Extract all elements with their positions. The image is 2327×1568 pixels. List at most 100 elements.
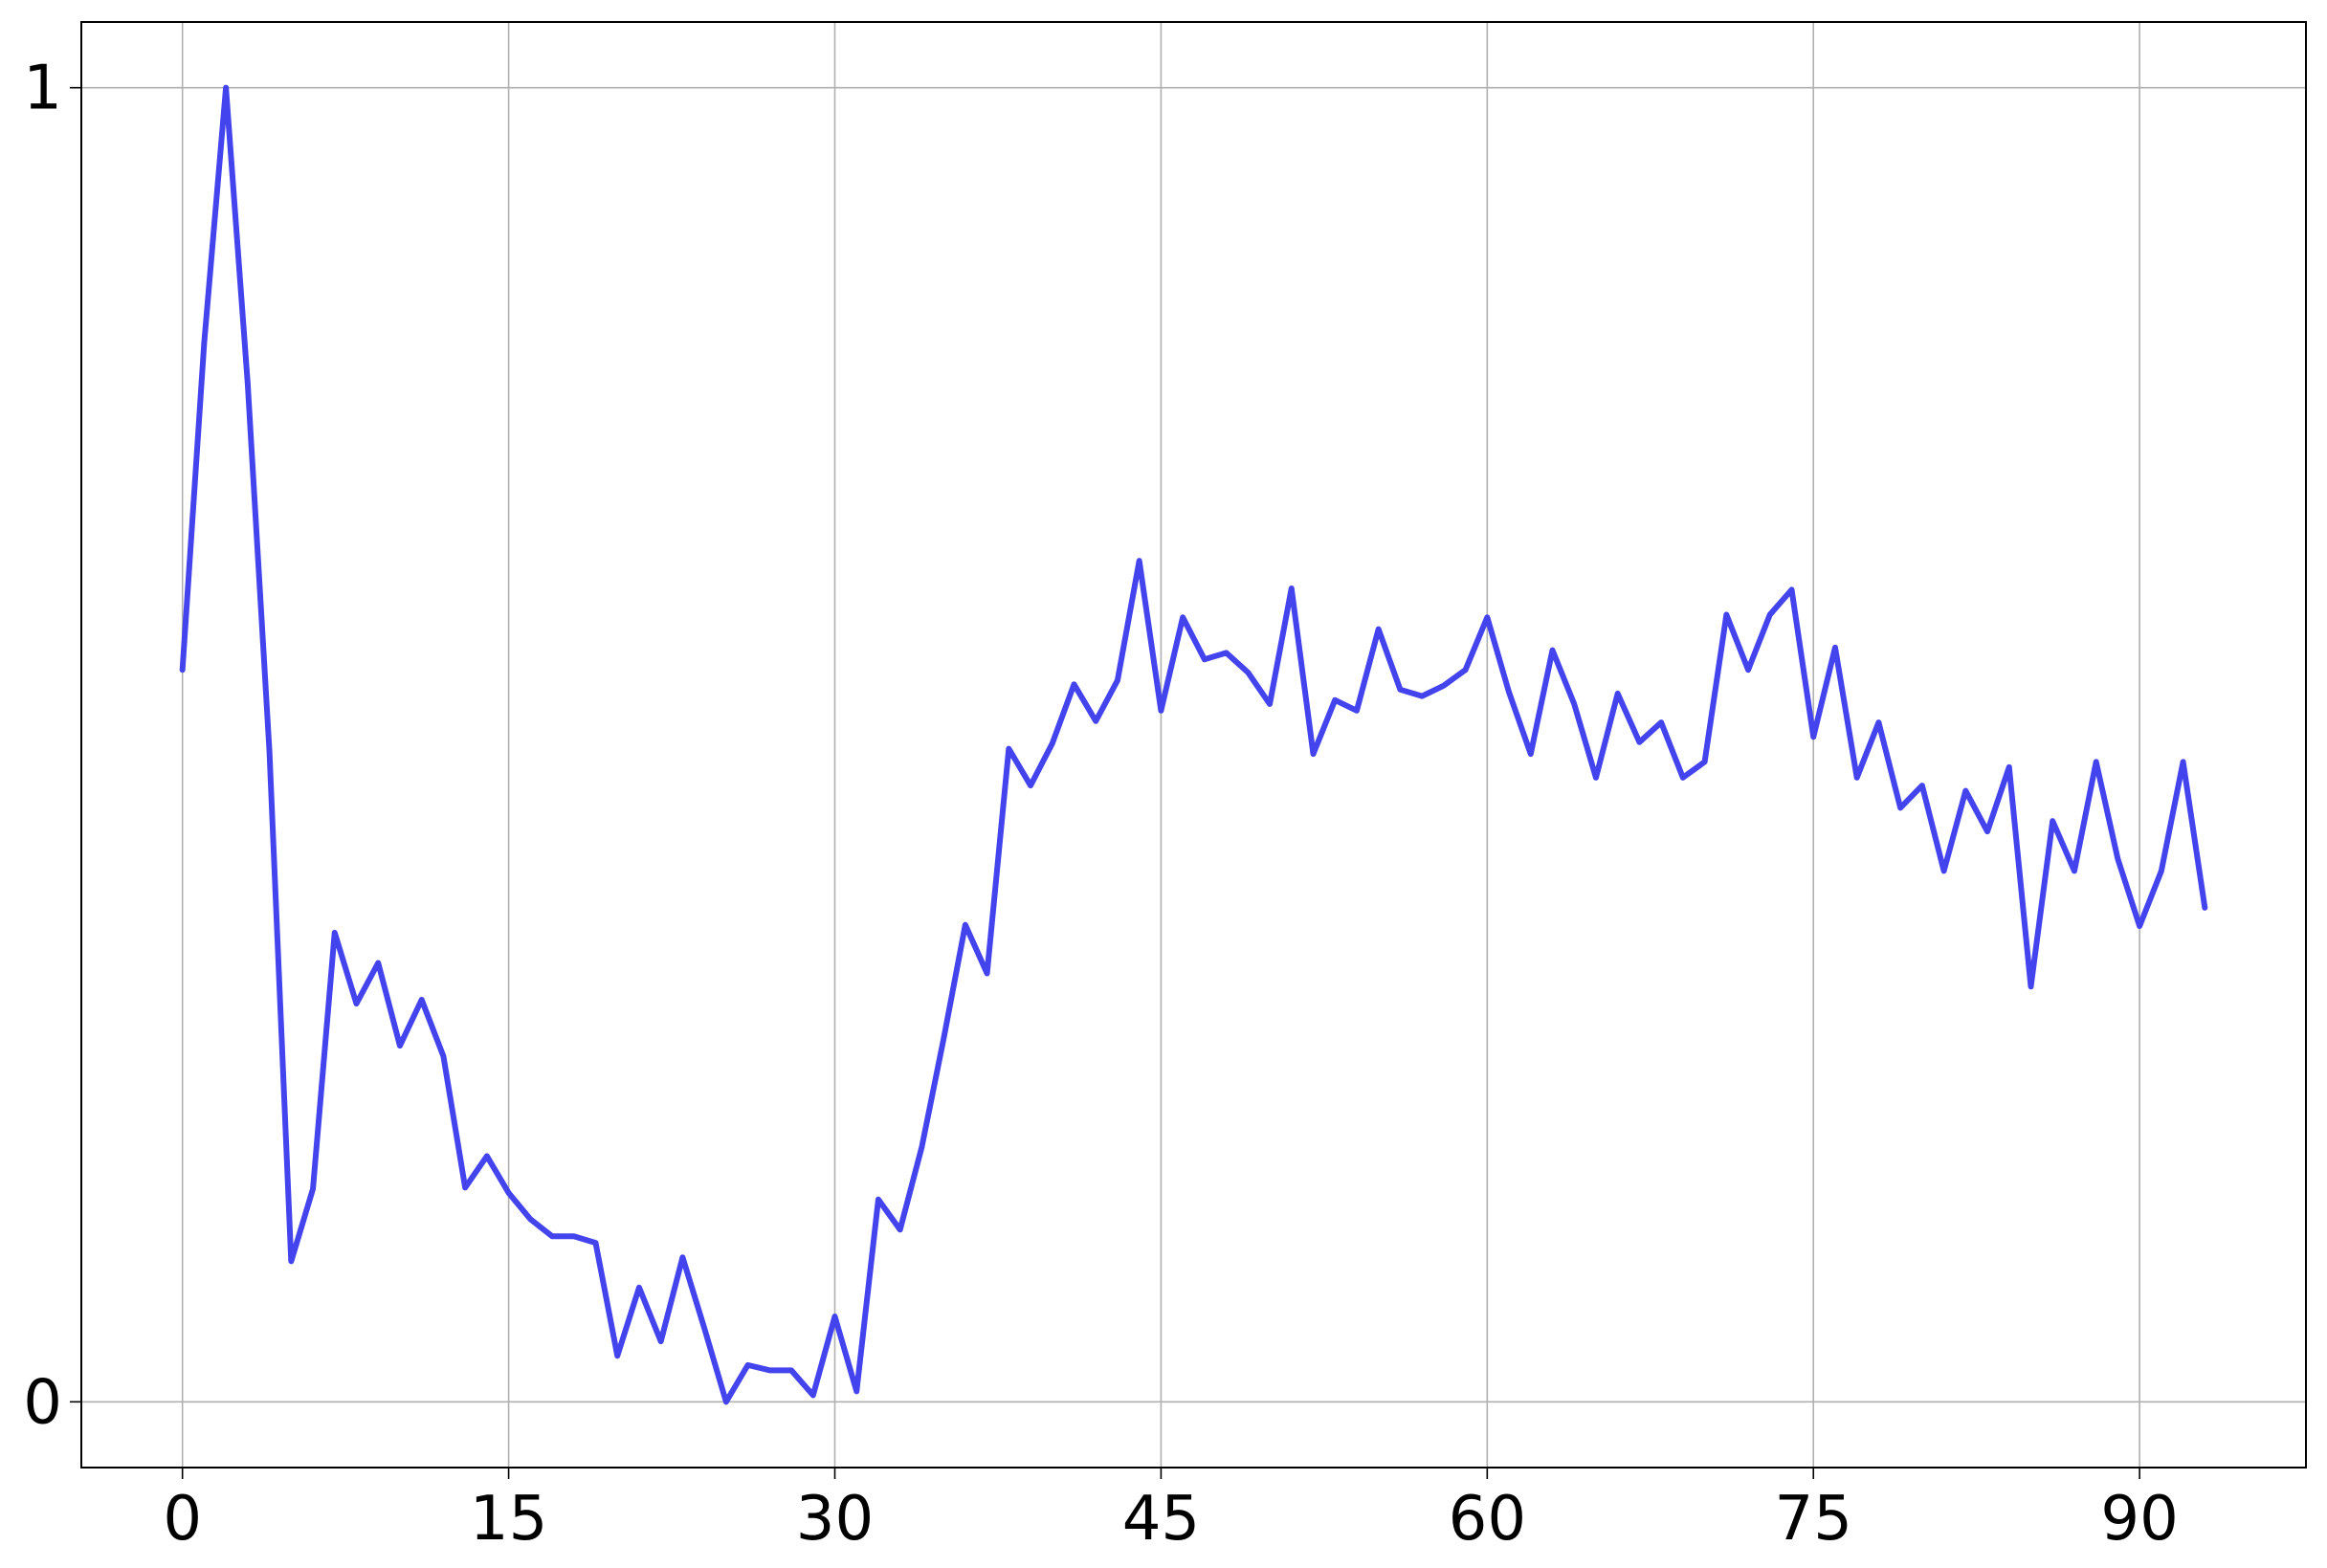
data-point	[332, 930, 338, 936]
data-point	[1615, 691, 1621, 696]
data-point	[723, 1399, 729, 1404]
data-point	[1658, 719, 1664, 725]
data-point	[2050, 818, 2055, 824]
data-point	[375, 961, 381, 966]
x-tick-label: 90	[2100, 1484, 2178, 1555]
data-point	[985, 971, 990, 977]
data-point	[223, 85, 229, 91]
data-point	[1484, 614, 1490, 620]
data-point	[1180, 614, 1186, 620]
x-tick-label: 15	[470, 1484, 547, 1555]
data-point	[614, 1353, 620, 1358]
data-point	[1202, 656, 1208, 662]
data-point	[419, 997, 425, 1003]
plot-frame	[80, 21, 2307, 1469]
data-point	[245, 381, 251, 386]
data-point	[2202, 905, 2207, 911]
data-point	[549, 1233, 555, 1239]
data-point	[1463, 667, 1469, 673]
grid	[81, 22, 2306, 1468]
data-point	[180, 667, 186, 673]
series-layer	[179, 84, 2208, 1405]
data-point	[1789, 586, 1795, 592]
data-point	[1115, 677, 1120, 683]
data-point	[1832, 645, 1838, 651]
axes: 0 15 30 45 60 75 90 0 1	[23, 54, 2179, 1555]
data-point	[788, 1367, 794, 1373]
data-point	[1028, 783, 1033, 788]
data-point	[1680, 775, 1686, 781]
data-point	[2028, 983, 2034, 989]
data-point	[1137, 558, 1142, 563]
data-point	[201, 340, 207, 345]
data-point	[354, 1001, 360, 1006]
data-point	[1006, 746, 1011, 752]
data-point	[2115, 856, 2120, 862]
data-point	[571, 1233, 577, 1239]
data-point	[593, 1240, 599, 1246]
data-point	[1332, 697, 1338, 703]
data-point	[1441, 683, 1447, 689]
data-point	[397, 1043, 403, 1049]
data-point	[2137, 923, 2142, 929]
data-point	[1593, 775, 1599, 781]
data-point	[2006, 764, 2012, 770]
data-point	[1289, 585, 1295, 591]
data-point	[766, 1367, 772, 1373]
data-point	[1528, 751, 1534, 757]
data-point	[1093, 718, 1098, 724]
data-point	[2181, 759, 2186, 764]
data-point	[2094, 759, 2099, 764]
x-tick-label: 30	[796, 1484, 874, 1555]
data-point	[810, 1392, 816, 1398]
data-point	[2159, 868, 2164, 873]
data-point	[1050, 740, 1055, 746]
data-point	[1962, 788, 1968, 794]
data-point	[875, 1197, 881, 1203]
y-tick-label: 1	[23, 54, 62, 124]
data-point	[506, 1190, 512, 1196]
data-point	[1397, 687, 1403, 693]
data-point	[1702, 759, 1708, 764]
y-tick-label: 0	[23, 1367, 62, 1438]
data-point	[679, 1254, 685, 1260]
data-point	[1224, 650, 1230, 655]
x-tick-label: 75	[1775, 1484, 1852, 1555]
series-line	[179, 84, 2208, 1405]
data-point	[288, 1258, 294, 1264]
data-point	[636, 1285, 642, 1291]
data-point	[310, 1186, 316, 1192]
data-point	[440, 1053, 446, 1059]
data-point	[1506, 690, 1512, 696]
data-point	[1919, 783, 1925, 788]
data-point	[1875, 719, 1881, 725]
data-point	[462, 1184, 468, 1190]
data-point	[1897, 805, 1903, 810]
data-point	[898, 1226, 903, 1232]
data-point	[919, 1144, 924, 1150]
data-point	[1636, 740, 1642, 745]
data-point	[1311, 751, 1317, 757]
data-point	[1571, 701, 1577, 707]
data-point	[1419, 694, 1425, 699]
data-point	[1550, 648, 1556, 653]
data-point	[1376, 627, 1382, 632]
data-point	[1745, 667, 1751, 673]
data-point	[1072, 681, 1077, 687]
data-point	[853, 1388, 859, 1394]
data-point	[832, 1314, 838, 1319]
x-tick-label: 45	[1122, 1484, 1200, 1555]
data-point	[745, 1362, 751, 1368]
data-point	[267, 748, 273, 754]
data-point	[1810, 734, 1816, 740]
data-point	[963, 922, 968, 928]
data-point	[484, 1153, 490, 1159]
data-point	[658, 1338, 664, 1344]
data-point	[1267, 701, 1273, 707]
data-point	[2072, 868, 2077, 873]
data-point	[941, 1036, 946, 1042]
x-tick-label: 60	[1449, 1484, 1526, 1555]
data-point	[1354, 708, 1360, 714]
